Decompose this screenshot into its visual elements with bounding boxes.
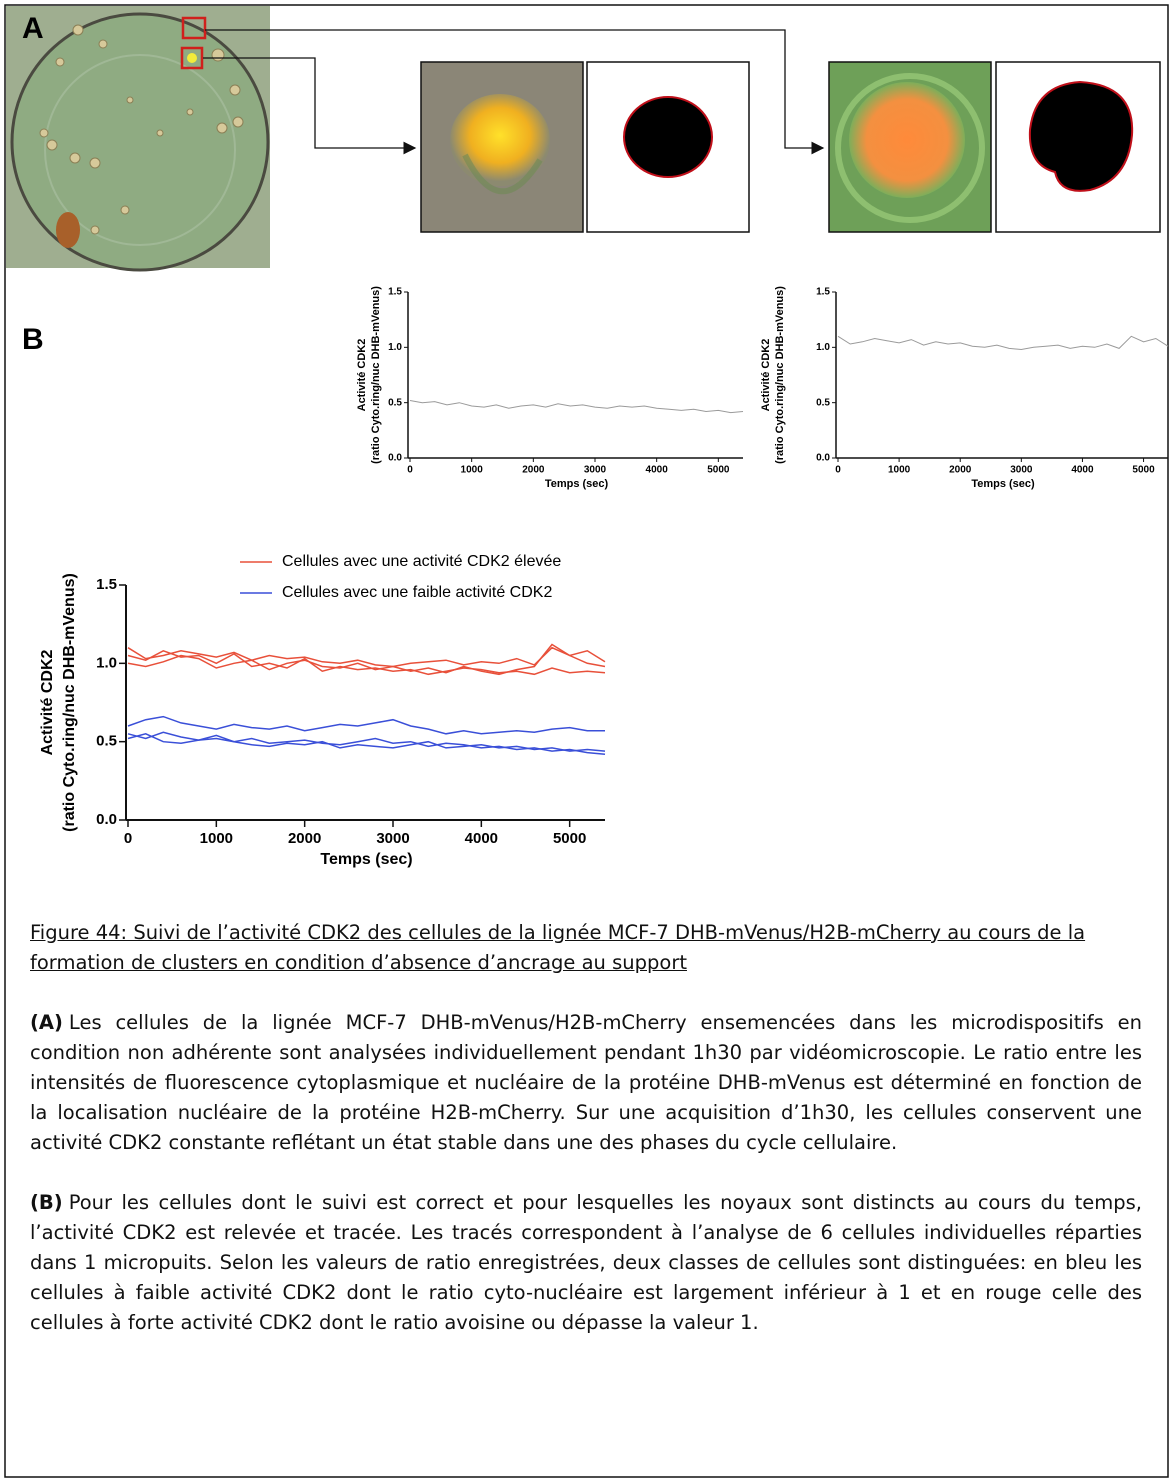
x-tick-label: 4000 bbox=[646, 465, 669, 476]
x-tick-label: 3000 bbox=[376, 830, 409, 847]
y-tick-label: 0.0 bbox=[388, 453, 402, 464]
panel-label: B bbox=[22, 323, 44, 356]
x-axis-label: Temps (sec) bbox=[971, 478, 1035, 490]
y-tick-label: 0.5 bbox=[96, 733, 117, 750]
y-axis-label: (ratio Cyto.ring/nuc DHB-mVenus) bbox=[370, 286, 382, 464]
legend-label: Cellules avec une faible activité CDK2 bbox=[282, 584, 552, 601]
well-image bbox=[6, 6, 270, 272]
x-tick-label: 1000 bbox=[200, 830, 233, 847]
data-line bbox=[127, 646, 606, 668]
legend-label: Cellules avec une activité CDK2 élevée bbox=[282, 553, 561, 570]
x-tick-label: 0 bbox=[124, 830, 132, 847]
arrow bbox=[205, 29, 825, 155]
data-line bbox=[409, 400, 744, 414]
x-tick-label: 1000 bbox=[888, 465, 911, 476]
paragraph-text: Pour les cellules dont le suivi est corr… bbox=[30, 1191, 1142, 1334]
x-tick-label: 5000 bbox=[553, 830, 586, 847]
cell-thumbnails bbox=[420, 61, 1161, 233]
data-line bbox=[837, 335, 1169, 351]
y-tick-label: 1.0 bbox=[388, 342, 402, 353]
y-tick-label: 0.0 bbox=[816, 453, 830, 464]
caption-paragraph: (A) Les cellules de la lignée MCF-7 DHB-m… bbox=[30, 1008, 1142, 1158]
paragraph-label: (A) bbox=[30, 1011, 63, 1034]
paragraph-text: Les cellules de la lignée MCF-7 DHB-mVen… bbox=[30, 1011, 1142, 1154]
x-tick-label: 5000 bbox=[707, 465, 730, 476]
y-tick-label: 1.5 bbox=[816, 287, 830, 298]
x-tick-label: 5000 bbox=[1132, 465, 1155, 476]
x-tick-label: 2000 bbox=[949, 465, 972, 476]
x-tick-label: 2000 bbox=[522, 465, 545, 476]
data-line bbox=[127, 649, 606, 676]
x-tick-label: 0 bbox=[835, 465, 841, 476]
y-axis-label: Activité CDK2 bbox=[760, 339, 772, 412]
x-tick-label: 0 bbox=[407, 465, 413, 476]
data-line bbox=[127, 731, 606, 755]
y-axis-label: (ratio Cyto.ring/nuc DHB-mVenus) bbox=[774, 286, 786, 464]
data-line bbox=[127, 733, 606, 752]
y-tick-label: 1.5 bbox=[388, 287, 402, 298]
caption: Figure 44: Suivi de l’activité CDK2 des … bbox=[30, 918, 1142, 1368]
data-line bbox=[127, 715, 605, 735]
y-tick-label: 1.0 bbox=[816, 342, 830, 353]
x-tick-label: 4000 bbox=[465, 830, 498, 847]
y-tick-label: 0.0 bbox=[96, 811, 117, 828]
paragraph-label: (B) bbox=[30, 1191, 63, 1214]
caption-title: Figure 44: Suivi de l’activité CDK2 des … bbox=[30, 921, 1086, 974]
arrow bbox=[203, 57, 417, 155]
x-axis-label: Temps (sec) bbox=[320, 851, 412, 868]
y-axis-label: Activité CDK2 bbox=[356, 339, 368, 412]
data-line bbox=[127, 643, 606, 676]
page-frame bbox=[4, 4, 1169, 1478]
panel-label: A bbox=[22, 12, 44, 45]
caption-paragraph: (B) Pour les cellules dont le suivi est c… bbox=[30, 1188, 1142, 1338]
x-axis-label: Temps (sec) bbox=[545, 478, 609, 490]
y-tick-label: 1.0 bbox=[96, 654, 117, 671]
x-tick-label: 4000 bbox=[1071, 465, 1094, 476]
x-tick-label: 2000 bbox=[288, 830, 321, 847]
y-axis-label: (ratio Cyto.ring/nuc DHB-mVenus) bbox=[61, 573, 78, 832]
x-tick-label: 3000 bbox=[1010, 465, 1033, 476]
y-tick-label: 0.5 bbox=[388, 397, 402, 408]
x-tick-label: 1000 bbox=[461, 465, 484, 476]
x-tick-label: 3000 bbox=[584, 465, 607, 476]
y-axis-label: Activité CDK2 bbox=[39, 650, 56, 756]
y-tick-label: 0.5 bbox=[816, 397, 830, 408]
y-tick-label: 1.5 bbox=[96, 576, 117, 593]
